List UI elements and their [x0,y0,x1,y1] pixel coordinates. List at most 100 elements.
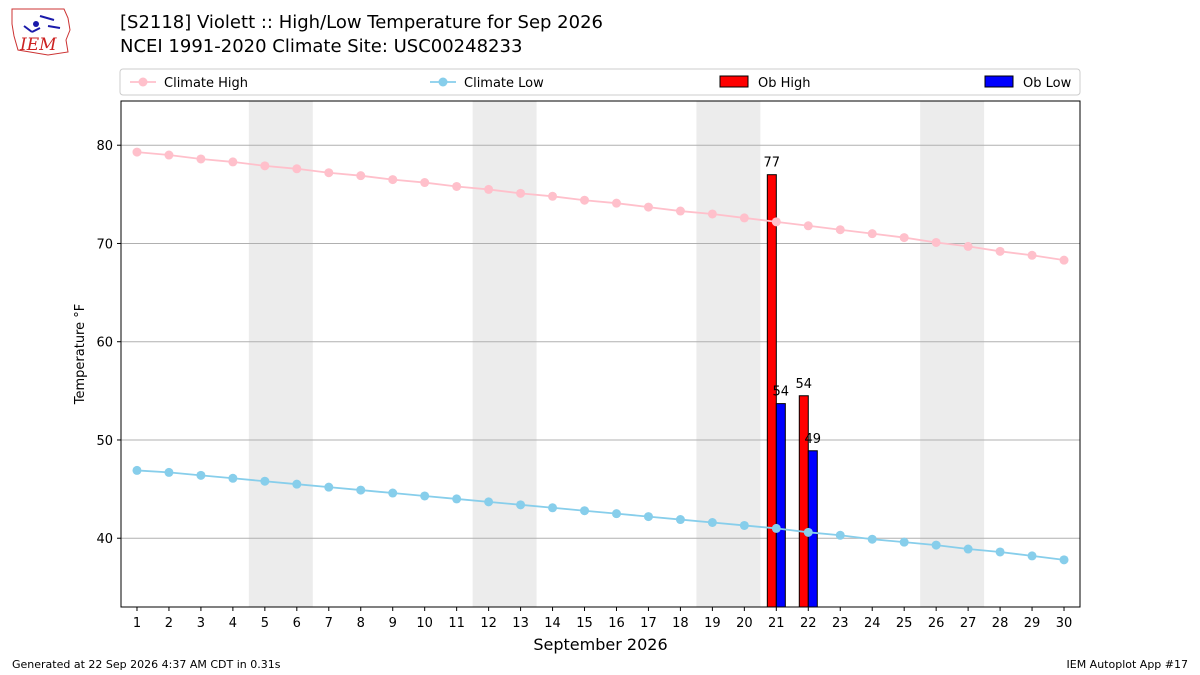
climate-low-point [739,520,749,530]
x-tick-label: 17 [640,616,657,631]
x-tick-label: 4 [229,616,237,631]
app-credit: IEM Autoplot App #17 [1066,658,1189,671]
climate-high-point [388,175,398,185]
logo-text: IEM [19,35,57,55]
legend-marker-swatch [438,77,448,87]
climate-low-point [292,479,302,489]
ob-high-label: 77 [764,156,781,171]
climate-low-point [771,523,781,533]
x-tick-label: 7 [325,616,333,631]
ob-high-label: 54 [796,377,813,392]
climate-high-point [580,195,590,205]
x-tick-label: 22 [800,616,817,631]
climate-low-point [452,494,462,504]
climate-low-point [580,506,590,516]
x-tick-label: 13 [512,616,529,631]
iem-logo: IEM [11,8,71,56]
y-tick-label: 70 [96,237,113,252]
climate-low-point [931,540,941,550]
x-axis-label: September 2026 [533,635,667,654]
climate-high-point [707,209,717,219]
legend-entry-label: Climate Low [464,76,544,91]
climate-high-point [548,191,558,201]
x-tick-label: 26 [928,616,945,631]
climate-low-point [995,547,1005,557]
x-tick-label: 2 [165,616,173,631]
x-tick-label: 6 [293,616,301,631]
x-tick-label: 30 [1056,616,1073,631]
x-tick-label: 11 [448,616,465,631]
climate-high-point [931,237,941,247]
climate-high-line [136,151,1065,262]
weekend-shade [920,101,985,607]
weekend-shade [696,101,761,607]
ob-low-bar [775,403,786,608]
climate-low-point [324,482,334,492]
climate-low-point [643,512,653,522]
legend-entry-label: Ob Low [1023,76,1072,91]
climate-low-point [611,509,621,519]
climate-high-point [675,206,685,216]
climate-high-point [1027,250,1037,260]
chart-subtitle: NCEI 1991-2020 Climate Site: USC00248233 [120,36,523,57]
y-axis-label: Temperature °F [73,304,88,405]
climate-low-point [675,515,685,525]
legend-box [119,68,1081,96]
climate-high-point [356,171,366,181]
x-tick-label: 15 [576,616,593,631]
climate-low-point [356,485,366,495]
climate-low-point [228,473,238,483]
climate-low-point [164,467,174,477]
legend-bar-swatch [984,75,1014,88]
climate-high-point [324,168,334,178]
legend-bar-swatch [719,75,749,88]
climate-low-point [835,530,845,540]
climate-low-point [516,500,526,510]
x-tick-label: 3 [197,616,205,631]
y-tick-label: 40 [96,532,113,547]
x-tick-label: 16 [608,616,625,631]
climate-low-point [260,476,270,486]
climate-high-point [995,246,1005,256]
climate-low-point [196,470,206,480]
climate-high-point [420,178,430,188]
x-tick-label: 18 [672,616,689,631]
climate-low-point [707,518,717,528]
climate-low-point [1027,551,1037,561]
climate-low-point [867,534,877,544]
climate-high-point [260,161,270,171]
x-tick-label: 5 [261,616,269,631]
climate-high-point [835,225,845,235]
x-tick-label: 28 [992,616,1009,631]
generated-timestamp: Generated at 22 Sep 2026 4:37 AM CDT in … [12,658,281,671]
climate-high-point [739,213,749,223]
climate-high-point [484,184,494,194]
x-tick-label: 27 [960,616,977,631]
climate-high-point [1059,255,1069,265]
weekend-shade [248,101,313,607]
weekend-shade [472,101,537,607]
ob-low-label: 54 [773,385,790,400]
climate-high-point [803,221,813,231]
x-tick-label: 20 [736,616,753,631]
legend-entry-label: Climate High [164,76,248,91]
legend-entry-label: Ob High [758,76,811,91]
x-tick-label: 23 [832,616,849,631]
x-tick-label: 12 [480,616,497,631]
climate-low-point [1059,555,1069,565]
x-tick-label: 10 [416,616,433,631]
x-tick-label: 14 [544,616,561,631]
climate-low-point [963,544,973,554]
climate-low-point [484,497,494,507]
legend-marker-swatch [138,77,148,87]
plot-frame [120,100,1081,608]
climate-high-point [516,188,526,198]
x-tick-label: 8 [357,616,365,631]
climate-high-point [164,150,174,160]
ob-low-label: 49 [805,432,822,447]
climate-high-point [292,164,302,174]
x-tick-label: 29 [1024,616,1041,631]
climate-high-point [228,157,238,167]
climate-low-point [132,465,142,475]
